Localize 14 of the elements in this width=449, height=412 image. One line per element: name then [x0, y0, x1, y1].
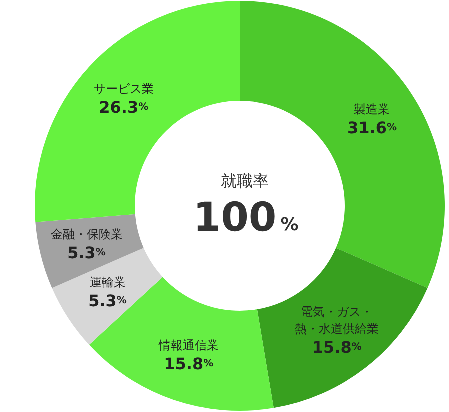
- slice-label: サービス業: [94, 82, 154, 96]
- data-label: 5.3%: [88, 291, 127, 310]
- data-label: 26.3%: [99, 98, 149, 117]
- data-label: 5.3%: [68, 244, 106, 263]
- data-label: 15.8%: [164, 354, 214, 374]
- data-label: 31.6%: [347, 118, 397, 138]
- slice-label: 運輸業: [90, 275, 126, 290]
- slice-label: 電気・ガス・熱・水道供給業: [295, 305, 380, 336]
- slice-label: 情報通信業: [158, 338, 219, 352]
- text: 就職率: [221, 172, 269, 190]
- data-label: 15.8%: [312, 338, 362, 358]
- slice-label: 金融・保険業: [50, 228, 123, 242]
- text: 100%: [193, 195, 299, 241]
- slice-label: 製造業: [354, 102, 390, 117]
